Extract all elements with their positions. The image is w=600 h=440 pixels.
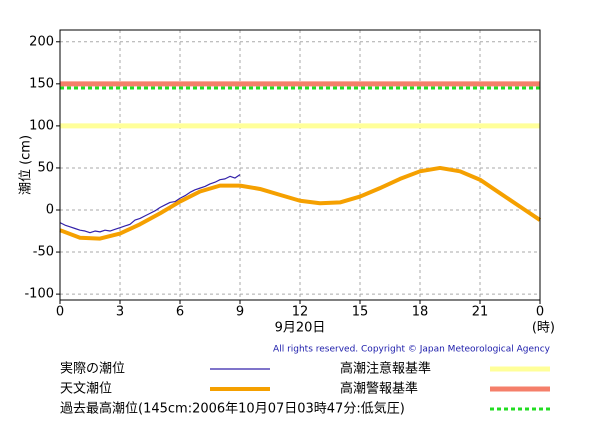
x-tick-label: 21: [472, 305, 489, 320]
x-axis-label: (時): [532, 321, 555, 336]
series-line: [59, 165, 542, 241]
y-tick-label: 0: [46, 203, 54, 218]
x-tick-label: 0: [536, 305, 544, 320]
y-tick-label: 150: [29, 76, 54, 91]
plot-border: [59, 29, 541, 301]
legend-label: 高潮注意報基準: [340, 361, 431, 377]
legend-label: 天文潮位: [60, 382, 112, 397]
date-label: 9月20日: [275, 321, 326, 336]
legend-label: 過去最高潮位(145cm:2006年10月07日03時47分:低気圧): [60, 401, 405, 417]
x-tick-label: 3: [116, 305, 124, 320]
legend-label: 高潮警報基準: [340, 381, 418, 397]
y-tick-label: 50: [37, 160, 54, 175]
x-tick-label: 0: [56, 305, 64, 320]
x-tick-label: 6: [176, 305, 184, 320]
y-tick-label: -100: [24, 287, 54, 302]
legend-label: 実際の潮位: [60, 361, 125, 377]
y-tick-label: 100: [29, 118, 54, 133]
copyright: All rights reserved. Copyright © Japan M…: [273, 345, 551, 355]
y-tick-label: -50: [33, 245, 54, 260]
x-tick-label: 18: [412, 305, 429, 320]
x-tick-label: 15: [352, 305, 369, 320]
y-axis-label: 潮位 (cm): [19, 135, 34, 195]
series-line: [59, 174, 241, 234]
x-tick-label: 12: [292, 305, 309, 320]
y-tick-label: 200: [29, 34, 54, 49]
x-tick-label: 9: [236, 305, 244, 320]
